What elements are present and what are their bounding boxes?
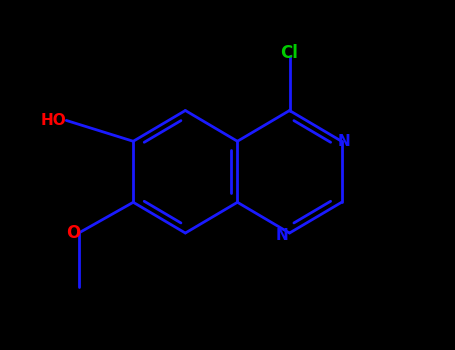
Text: Cl: Cl — [281, 44, 298, 62]
Text: HO: HO — [40, 113, 66, 128]
Text: N: N — [338, 134, 350, 149]
Text: O: O — [66, 224, 81, 242]
Text: N: N — [276, 228, 288, 243]
